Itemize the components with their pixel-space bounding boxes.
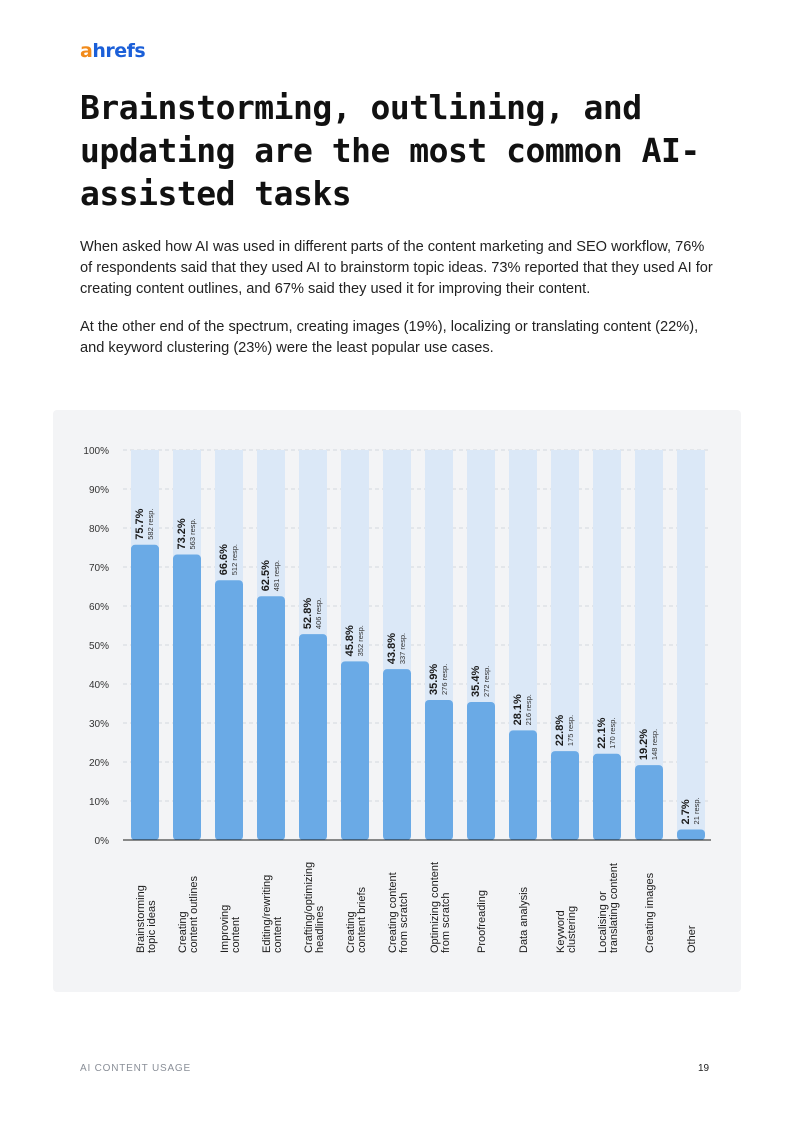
category-label: translating content [608,863,620,953]
bar [257,596,285,840]
bar-value-label: 35.4% [470,666,482,697]
bar-response-label: 148 resp. [650,729,659,760]
bar-background [677,450,705,840]
bar [383,669,411,840]
y-tick-label: 70% [89,563,109,574]
bar-value-label: 43.8% [386,633,398,664]
y-tick-label: 30% [89,719,109,730]
page-title: Brainstorming, outlining, and updating a… [80,88,700,213]
ai-task-bar-chart: 0% 10% 20% 30% 40% 50% 60% 70% 80% 90% 100% 75.7% 58… [83,446,711,953]
bar-value-label: 75.7% [134,508,146,539]
intro-paragraph: When asked how AI was used in different … [80,239,713,297]
y-tick-label: 60% [89,602,109,613]
bar-value-label: 19.2% [638,729,650,760]
bar-response-label: 481 resp. [272,560,281,591]
bar-response-label: 337 resp. [398,633,407,664]
spectrum-paragraph: At the other end of the spectrum, creati… [80,319,699,356]
bar-response-label: 276 resp. [440,664,449,695]
bar [593,753,621,840]
category-label: Editing/rewriting [261,875,273,953]
footer-section-label: AI CONTENT USAGE [80,1063,191,1074]
y-tick-label: 40% [89,680,109,691]
category-label: content [272,917,284,953]
bar [215,580,243,840]
category-label: from scratch [398,892,410,953]
bar [509,730,537,840]
logo-rest: hrefs [92,40,146,62]
bar-value-label: 52.8% [302,598,314,629]
bar-value-label: 45.8% [344,625,356,656]
y-tick-label: 0% [95,836,110,847]
y-tick-label: 20% [89,758,109,769]
category-label: Data analysis [518,886,530,953]
y-tick-label: 50% [89,641,109,652]
category-label: Proofreading [476,890,488,953]
bar [551,751,579,840]
bar-value-label: 22.1% [596,717,608,748]
bar [299,634,327,840]
y-tick-label: 100% [83,446,109,457]
bar-response-label: 406 resp. [314,598,323,629]
bar-value-label: 22.8% [554,715,566,746]
bar-response-label: 170 resp. [608,718,617,749]
bar-response-label: 352 resp. [356,625,365,656]
category-label: Creating [177,911,189,953]
bar [425,699,453,840]
bar-response-label: 216 resp. [524,694,533,725]
bar-value-label: 35.9% [428,664,440,695]
category-label: Improving [219,905,231,953]
category-label: clustering [566,906,578,953]
category-label: Localising or [597,891,609,953]
bar [131,544,159,840]
bar-value-label: 2.7% [680,799,692,824]
bar-value-label: 66.6% [218,544,230,575]
category-label: from scratch [440,892,452,953]
bar-response-label: 582 resp. [146,508,155,539]
y-tick-label: 10% [89,797,109,808]
category-label: content briefs [356,886,368,953]
bar-response-label: 563 resp. [188,518,197,549]
bar-value-label: 62.5% [260,560,272,591]
bar-response-label: 512 resp. [230,544,239,575]
bar [677,829,705,840]
bar [467,701,495,840]
bar-value-label: 28.1% [512,694,524,725]
category-label: Creating content [387,872,399,953]
category-label: Keyword [555,910,567,953]
bar [635,765,663,840]
category-label: content [230,917,242,953]
category-label: content outlines [188,875,200,953]
bar-response-label: 175 resp. [566,715,575,746]
logo-prefix: a [80,40,93,62]
y-tick-label: 80% [89,524,109,535]
category-label: headlines [314,905,326,953]
bar-response-label: 272 resp. [482,666,491,697]
category-label: Creating images [644,872,656,953]
category-label: Other [686,925,698,953]
category-label: Brainstorming [135,885,147,953]
ahrefs-logo: ahrefs [80,40,146,62]
bar [173,554,201,840]
category-label: topic ideas [146,900,158,953]
bar [341,661,369,840]
category-label: Crafting/optimizing [303,862,315,953]
bar-value-label: 73.2% [176,518,188,549]
category-label: Optimizing content [429,862,441,953]
page-number: 19 [698,1063,710,1074]
y-tick-label: 90% [89,485,109,496]
bar-response-label: 21 resp. [692,797,701,824]
category-label: Creating [345,911,357,953]
